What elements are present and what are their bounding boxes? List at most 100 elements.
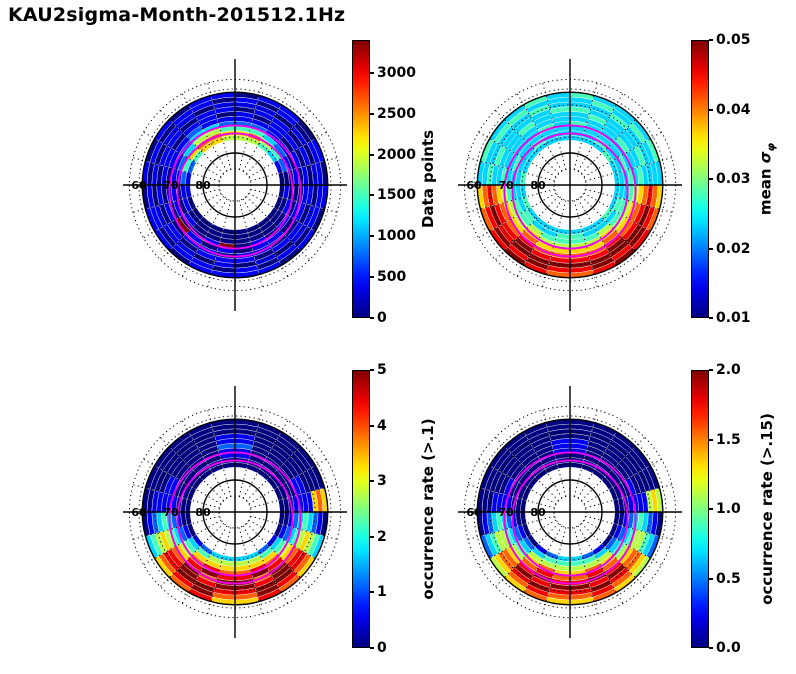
colorbar-tick-mark [370, 480, 374, 483]
heatmap-layer [142, 419, 328, 605]
auroral-oval-circle [503, 124, 637, 258]
spoke-grid-line [132, 484, 220, 509]
colorbar-label: mean σφ [757, 143, 778, 215]
spoke-grid-line [478, 458, 557, 505]
radial-tick-label: 60 [466, 506, 482, 519]
spoke-grid-line [207, 527, 232, 615]
spoke-grid-line [585, 515, 673, 540]
colorbar-tick-mark [709, 178, 713, 180]
colorbar-tick-mark [370, 112, 374, 115]
spoke-grid-line [143, 131, 222, 178]
axes-layer [458, 59, 682, 311]
auroral-oval-circle [168, 451, 302, 585]
colorbar-tick-label: 0.01 [716, 310, 751, 326]
colorbar-label-part: occurrence rate (>.1) [419, 418, 437, 600]
radial-tick-label: 80 [530, 506, 546, 519]
colorbar-tick-label: 5 [377, 362, 387, 378]
spoke-grid-line [516, 525, 563, 604]
auroral-oval-circle [176, 459, 294, 577]
polar-plot: 60 70 80 [458, 59, 682, 311]
spoke-grid-line [250, 515, 338, 540]
axes-layer [123, 59, 347, 311]
spoke-grid-line [250, 188, 338, 213]
polar-plot: 60 70 80 [123, 386, 347, 638]
colorbar-tick-mark [370, 591, 374, 594]
spoke-grid-line [585, 188, 673, 213]
colorbar-label-part: mean [756, 163, 775, 216]
heatmap-layer [477, 419, 663, 605]
spoke-grid-line [132, 157, 220, 182]
colorbar-tick-label: 1000 [377, 228, 416, 245]
spoke-grid-line [542, 527, 567, 615]
colorbar-tick-mark [709, 317, 713, 319]
auroral-oval-circle [503, 451, 637, 585]
colorbar-tick-label: 3 [377, 473, 387, 490]
colorbar-tick-mark [709, 108, 713, 111]
spoke-grid-line [573, 82, 598, 170]
spoke-grid-line [583, 131, 662, 178]
colorbar-tick-mark [709, 647, 713, 649]
radial-tick-label: 60 [466, 179, 482, 192]
colorbar-tick-mark [370, 235, 374, 238]
spoke-grid-line [583, 458, 662, 505]
colorbar-data-points: 0 500 1000 1500 2000 2500 3000 Data points [352, 40, 462, 326]
spoke-grid-line [467, 157, 555, 182]
colorbar-tick-mark [709, 508, 713, 510]
spoke-grid-line [542, 82, 567, 170]
spoke-grid-line [238, 200, 263, 288]
labels-layer: 60 70 80 [131, 506, 211, 519]
polar-subplot-data-points: 60 70 80 [95, 35, 375, 335]
labels-layer: 60 70 80 [131, 179, 211, 192]
colorbar-tick-mark [370, 194, 374, 197]
colorbar-tick-label: 3000 [377, 64, 416, 81]
colorbar-gradient [352, 370, 370, 648]
spoke-grid-line [577, 525, 624, 604]
axes-layer [123, 386, 347, 638]
auroral-oval-circle [511, 459, 629, 577]
colorbar-mean-sigma-phi: 0.01 0.02 0.03 0.04 0.05 mean σφ [691, 32, 796, 326]
colorbar-tick-label: 2000 [377, 146, 416, 163]
spoke-grid-line [242, 525, 289, 604]
auroral-oval-layer [168, 451, 302, 585]
spoke-grid-line [132, 515, 220, 540]
colorbar-tick-mark [370, 535, 374, 538]
spoke-grid-line [250, 484, 338, 509]
colorbar-tick-mark [370, 369, 374, 371]
polar-subplot-mean-sigma-phi: 60 70 80 [430, 35, 710, 335]
spoke-grid-line [573, 527, 598, 615]
colorbar-occurrence-rate-15: 0.0 0.5 1.0 1.5 2.0 occurrence rate (>.15) [691, 362, 796, 656]
radial-tick-label: 70 [498, 179, 514, 192]
spoke-grid-line [238, 409, 263, 497]
spoke-grid-line [207, 200, 232, 288]
colorbar-tick-label: 0.5 [716, 570, 741, 587]
spoke-grid-line [467, 188, 555, 213]
spoke-grid-line [181, 525, 228, 604]
labels-layer: 60 70 80 [466, 179, 546, 192]
spoke-grid-line [132, 188, 220, 213]
colorbar-label-part: σ [756, 151, 775, 164]
auroral-oval-circle [511, 132, 629, 250]
colorbar-tick-label: 0.0 [716, 640, 741, 656]
spoke-grid-line [542, 200, 567, 288]
spoke-grid-line [542, 409, 567, 497]
auroral-oval-layer [503, 124, 637, 258]
colorbar-tick-mark [370, 317, 374, 319]
radial-tick-label: 60 [131, 506, 147, 519]
colorbar-tick-label: 2500 [377, 105, 416, 122]
colorbar-tick-mark [370, 276, 374, 279]
colorbar-tick-mark [370, 71, 374, 74]
spoke-grid-line [467, 515, 555, 540]
radial-tick-label: 70 [163, 506, 179, 519]
colorbar-tick-label: 4 [377, 417, 387, 434]
colorbar-tick-mark [370, 647, 374, 649]
axes-layer [458, 386, 682, 638]
colorbar-tick-label: 2 [377, 528, 387, 545]
spoke-grid-line [181, 198, 228, 277]
auroral-oval-layer [503, 451, 637, 585]
radial-tick-label: 80 [195, 179, 211, 192]
colorbar-tick-mark [709, 247, 713, 250]
spoke-grid-line [478, 131, 557, 178]
colorbar-tick-label: 0.04 [716, 101, 751, 118]
colorbar-tick-label: 500 [377, 269, 407, 286]
radial-tick-label: 70 [163, 179, 179, 192]
